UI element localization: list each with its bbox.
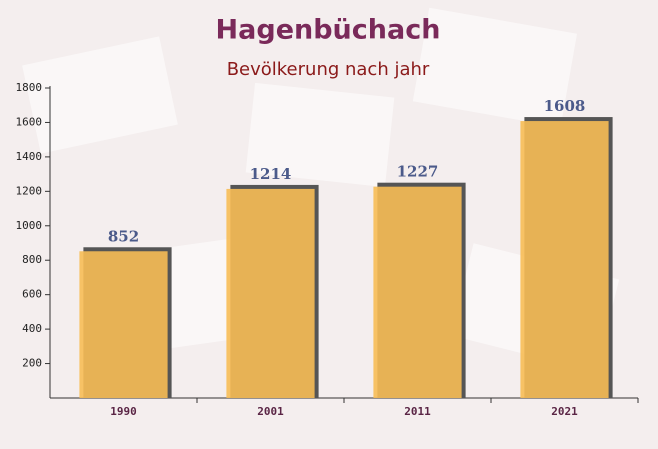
x-tick-label: 2021 [551,405,578,418]
background-pattern [22,7,620,372]
x-tick-label: 2001 [257,405,284,418]
x-tick-label: 1990 [110,405,137,418]
y-tick-label: 800 [22,253,42,266]
y-tick-label: 1200 [16,184,43,197]
value-label: 1227 [397,163,439,181]
y-tick-label: 1000 [16,219,43,232]
y-tick-label: 400 [22,322,42,335]
y-tick-label: 600 [22,288,42,301]
bar [226,188,315,398]
chart-title: Hagenbüchach [216,15,441,46]
y-tick-label: 1400 [16,150,43,163]
y-tick-label: 1600 [16,115,43,128]
bar [520,121,609,399]
chart-subtitle: Bevölkerung nach jahr [227,59,430,80]
bar [79,251,168,398]
value-label: 1608 [544,97,586,115]
y-tick-label: 1800 [16,81,43,94]
value-label: 1214 [250,165,292,183]
value-label: 852 [108,227,139,245]
y-tick-label: 200 [22,357,42,370]
x-tick-label: 2011 [404,405,431,418]
bar [373,186,462,398]
